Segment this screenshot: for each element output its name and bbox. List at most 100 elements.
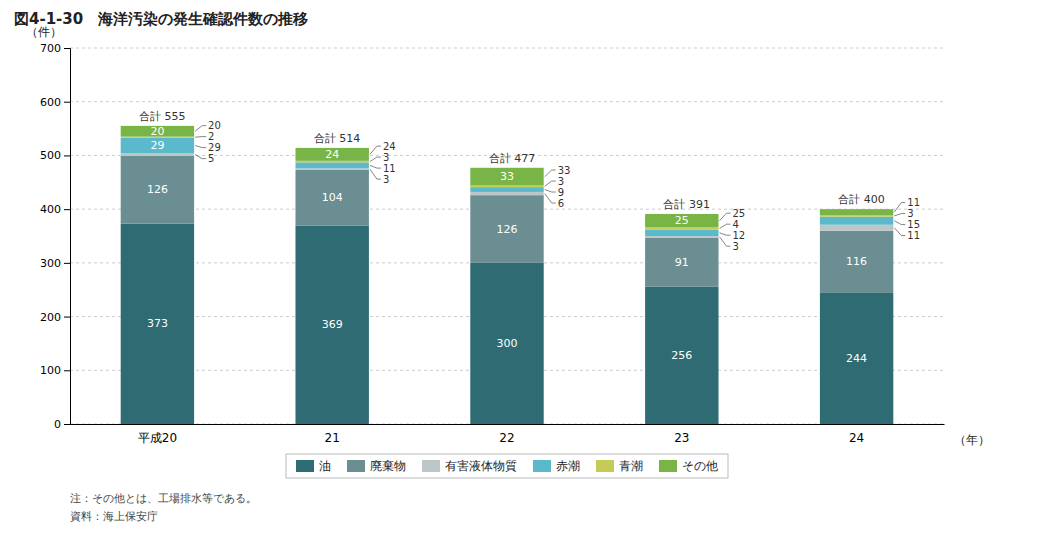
- x-tick-label: 21: [325, 431, 340, 445]
- total-label: 合計 477: [489, 152, 536, 165]
- legend-swatch: [422, 460, 440, 472]
- bar-segment: [295, 148, 368, 161]
- side-label: 33: [558, 165, 571, 176]
- bar-segment: [645, 214, 718, 227]
- y-tick-mark: [64, 48, 70, 49]
- side-label: 4: [733, 219, 739, 230]
- y-tick-label: 100: [40, 364, 61, 377]
- legend-label: 油: [319, 459, 331, 473]
- leader-line: [545, 181, 556, 186]
- grid: [70, 48, 944, 424]
- y-tick-label: 600: [40, 96, 61, 109]
- legend-label: 廃棄物: [370, 459, 406, 473]
- bar-segment: [295, 168, 368, 170]
- x-tick: 平成20: [138, 431, 177, 445]
- leader-line: [720, 224, 731, 228]
- side-label: 3: [733, 241, 739, 252]
- legend-box: [286, 454, 728, 478]
- y-tick: 400: [40, 203, 70, 216]
- bar-segment: [820, 217, 893, 225]
- leader-line: [370, 165, 381, 168]
- side-label: 20: [208, 120, 221, 131]
- bar-segment: [645, 286, 718, 424]
- y-tick: 700: [40, 42, 70, 55]
- data-label: 20: [150, 125, 164, 138]
- data-label: 126: [497, 223, 518, 236]
- bar-segment: [295, 162, 368, 168]
- y-tick-mark: [64, 317, 70, 318]
- y-tick: 200: [40, 311, 70, 324]
- legend-swatch: [347, 460, 365, 472]
- x-tick: 24: [849, 431, 864, 445]
- data-label: 300: [497, 337, 518, 350]
- total-label: 合計 514: [314, 132, 361, 145]
- bar-segment: [645, 238, 718, 287]
- leader-line: [370, 169, 381, 179]
- total-label: 合計 555: [139, 110, 186, 123]
- y-tick-label: 700: [40, 42, 61, 55]
- y-tick-label: 200: [40, 311, 61, 324]
- data-label: 24: [325, 148, 339, 161]
- x-tick-label: 23: [674, 431, 689, 445]
- side-label: 6: [558, 198, 564, 209]
- grid-line: [70, 101, 944, 102]
- y-tick-mark: [64, 424, 70, 425]
- side-label: 11: [907, 197, 920, 208]
- y-tick: 500: [40, 149, 70, 162]
- legend-item: 油: [296, 459, 331, 473]
- side-label: 11: [907, 230, 920, 241]
- legend-item: 赤潮: [533, 459, 580, 473]
- bar-segment: [820, 215, 893, 217]
- leader-line: [894, 221, 905, 225]
- data-label: 29: [150, 139, 164, 152]
- leader-line: [894, 214, 905, 216]
- bar-segment: [645, 236, 718, 238]
- side-label: 25: [733, 208, 746, 219]
- x-tick: 23: [674, 431, 689, 445]
- legend-label: その他: [682, 459, 718, 473]
- side-label: 3: [558, 176, 564, 187]
- data-label: 104: [322, 191, 343, 204]
- y-tick-mark: [64, 102, 70, 103]
- x-tick-label: 22: [499, 431, 514, 445]
- x-tick-label: 24: [849, 431, 864, 445]
- legend-swatch: [296, 460, 314, 472]
- bar-segment: [820, 209, 893, 215]
- data-label: 116: [846, 255, 867, 268]
- legend-items: 油 廃棄物 有害液体物質 赤潮 青潮 その他: [296, 459, 718, 473]
- side-label: 24: [383, 141, 396, 152]
- note: 資料：海上保安庁: [70, 510, 158, 523]
- side-label: 2: [208, 131, 214, 142]
- note: 注：その他とは、工場排水等である。: [70, 492, 257, 505]
- y-tick: 0: [54, 418, 70, 431]
- chart-container: 図4-1-30 海洋汚染の発生確認件数の推移010020030040050060…: [0, 0, 1064, 536]
- x-axis-line: [71, 424, 945, 425]
- y-tick: 100: [40, 364, 70, 377]
- legend-label: 青潮: [619, 459, 643, 473]
- total-label: 合計 400: [838, 193, 885, 206]
- y-axis-title: （件）: [26, 25, 62, 39]
- leader-line: [720, 237, 731, 246]
- plot-area: 0100200300400500600700平成2021222324（件）（年）…: [26, 25, 990, 447]
- y-tick-mark: [64, 370, 70, 371]
- y-axis-line: [64, 49, 71, 425]
- bar-segment: [470, 168, 543, 186]
- bar-segment: [470, 192, 543, 195]
- bar-segment: [470, 195, 543, 263]
- legend-swatch: [596, 460, 614, 472]
- legend-label: 赤潮: [556, 459, 580, 473]
- bar-segment: [820, 225, 893, 231]
- leader-line: [195, 126, 206, 132]
- data-label: 256: [671, 349, 692, 362]
- leader-line: [370, 146, 381, 154]
- bar-segment: [295, 226, 368, 424]
- y-axis: 0 100 200 300 400 500 600 700: [40, 42, 71, 431]
- legend-item: その他: [659, 459, 718, 473]
- grid-line: [70, 48, 944, 49]
- y-tick-label: 300: [40, 257, 61, 270]
- labels: 3733693002562441261041269111629202433252…: [139, 110, 920, 365]
- leader-line: [195, 155, 206, 159]
- y-tick-mark: [64, 263, 70, 264]
- leader-line: [720, 233, 731, 235]
- legend-label: 有害液体物質: [445, 459, 517, 473]
